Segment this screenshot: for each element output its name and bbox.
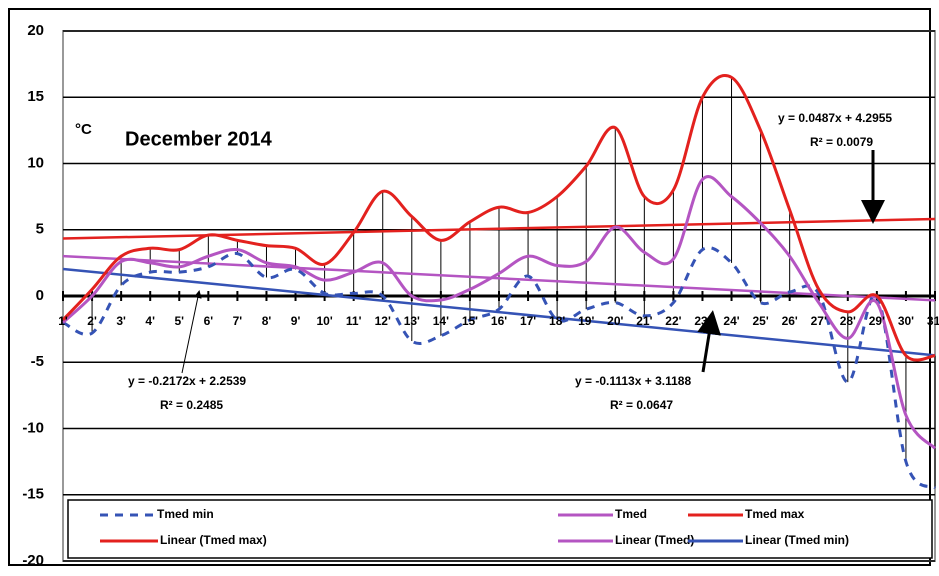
legend-label: Linear (Tmed) (615, 533, 694, 547)
x-tick-label: 25' (752, 314, 768, 328)
x-tick-label: 21' (636, 314, 652, 328)
marks (61, 74, 937, 490)
x-tick-label: 24' (723, 314, 739, 328)
series-line (62, 267, 936, 357)
x-tick-label: 14' (433, 314, 449, 328)
x-tick-label: 30' (898, 314, 914, 328)
x-tick-label: 27' (811, 314, 827, 328)
annotation: y = -0.1113x + 3.1188 (575, 374, 691, 388)
x-tick-label: 28' (840, 314, 856, 328)
x-tick-label: 13' (404, 314, 420, 328)
y-tick-label: -15 (22, 486, 44, 503)
legend-label: Linear (Tmed min) (745, 533, 849, 547)
legend-label: Tmed min (157, 507, 214, 521)
series-line (61, 175, 937, 450)
x-tick-label: 22' (665, 314, 681, 328)
y-tick-label: 15 (27, 88, 44, 105)
x-tick-label: 3' (116, 314, 126, 328)
legend (67, 499, 933, 559)
y-tick-label: -20 (22, 552, 44, 569)
x-tick-label: 4' (145, 314, 155, 328)
legend-label: Tmed (615, 507, 647, 521)
annotation: R² = 0.2485 (160, 398, 223, 412)
x-tick-label: 31' (927, 314, 939, 328)
annotation: y = -0.2172x + 2.2539 (128, 374, 246, 388)
arrow (697, 310, 721, 373)
x-tick-label: 15' (462, 314, 478, 328)
x-tick-label: 20' (607, 314, 623, 328)
y-tick-label: 10 (27, 154, 44, 171)
x-tick-label: 8' (262, 314, 272, 328)
x-tick-label: 11' (346, 314, 362, 328)
x-tick-label: 10' (316, 314, 332, 328)
annotation: y = 0.0487x + 4.2955 (778, 111, 892, 125)
x-tick-label: 6' (204, 314, 214, 328)
y-tick-label: 20 (27, 22, 44, 39)
legend-label: Tmed max (745, 507, 805, 521)
series-line (61, 74, 936, 362)
x-tick-label: 1' (58, 314, 68, 328)
x-tick-label: 7' (233, 314, 243, 328)
x-tick-label: 18' (549, 314, 565, 328)
legend-entries: Tmed min Tmed Tmed max Linear (Tmed max) Lin… (100, 507, 849, 547)
arrow (181, 290, 202, 374)
y-tick-label: -10 (22, 419, 44, 436)
x-tick-label: 17' (520, 314, 536, 328)
series-line (62, 246, 937, 490)
y-tick-label: 0 (36, 287, 44, 304)
x-tick-label: 2' (87, 314, 97, 328)
y-axis-label: °C (75, 121, 92, 138)
x-tick-label: 9' (291, 314, 301, 328)
y-tick-label: -5 (31, 353, 44, 370)
x-tick-label: 23' (694, 314, 710, 328)
chart-title: December 2014 (125, 128, 273, 150)
x-tick-label: 5' (175, 314, 185, 328)
y-tick-label: 5 (36, 221, 44, 238)
x-tick-label: 26' (782, 314, 798, 328)
x-tick-label: 16' (491, 314, 507, 328)
x-tick-label: 12' (375, 314, 391, 328)
x-tick-label: 19' (578, 314, 594, 328)
legend-label: Linear (Tmed max) (160, 533, 267, 547)
x-tick-label: 29' (869, 314, 885, 328)
annotation: R² = 0.0079 (810, 135, 873, 149)
annotation: R² = 0.0647 (610, 398, 673, 412)
